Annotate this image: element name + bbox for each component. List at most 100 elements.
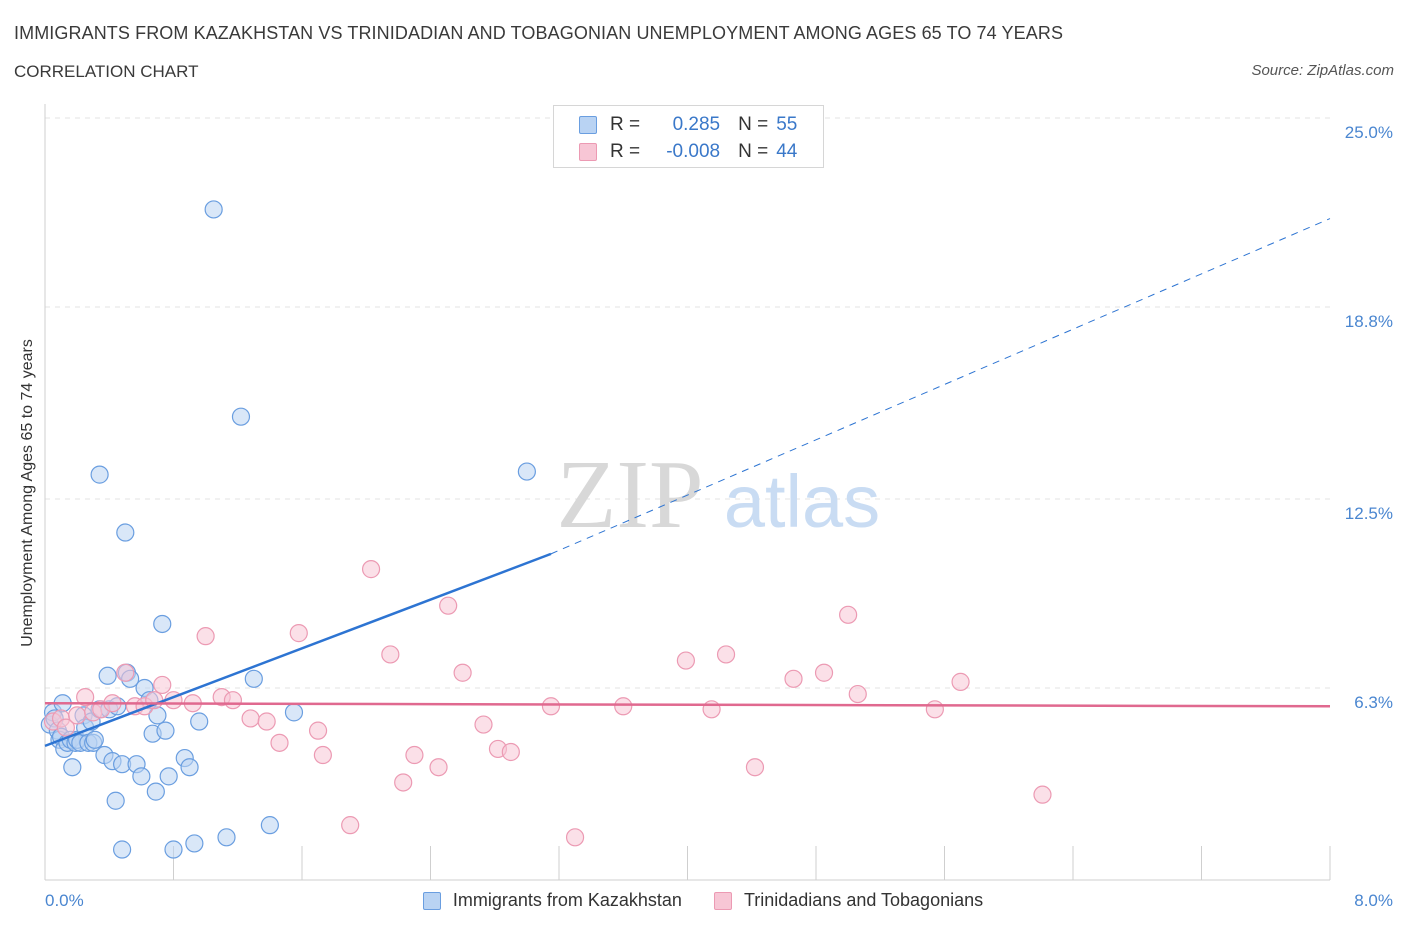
point-trinidad [453, 663, 472, 682]
legend-swatch-trinidad [713, 891, 732, 910]
point-kazakhstan [190, 712, 209, 731]
gridlines [45, 117, 1330, 689]
point-trinidad [501, 742, 520, 762]
legend-item-trinidad[interactable]: Trinidadians and Tobagonians [713, 890, 984, 911]
point-kazakhstan [231, 407, 251, 426]
trend-line-trinidad [44, 701, 1331, 708]
point-kazakhstan [156, 721, 175, 740]
trend-line-kazakhstan-extended [550, 218, 1331, 555]
n-label: N = [738, 114, 769, 135]
point-trinidad [361, 560, 381, 579]
series-kazakhstan-points [40, 200, 536, 859]
legend-label-trinidad: Trinidadians and Tobagonians [743, 890, 984, 910]
legend-swatch-kazakhstan [422, 891, 441, 910]
r-value: 0.285 [672, 114, 721, 135]
point-trinidad [814, 663, 834, 682]
point-trinidad [341, 816, 360, 835]
point-trinidad [676, 651, 695, 670]
point-kazakhstan [244, 669, 263, 688]
source-credit: Source: ZipAtlas.com [1251, 62, 1394, 79]
point-trinidad [405, 745, 424, 765]
point-trinidad [76, 688, 95, 707]
r-label: R = [610, 141, 641, 162]
y-tick-label: 18.8% [1344, 311, 1393, 331]
point-kazakhstan [146, 782, 165, 801]
point-kazakhstan [204, 200, 223, 219]
n-value: 44 [776, 141, 798, 162]
point-trinidad [1033, 785, 1052, 804]
point-trinidad [241, 709, 260, 728]
n-label: N = [738, 141, 769, 162]
chart-subtitle: CORRELATION CHART [14, 62, 199, 81]
point-trinidad [381, 645, 400, 664]
axes [44, 104, 1331, 881]
point-trinidad [565, 828, 585, 847]
point-trinidad [308, 721, 328, 740]
r-value: -0.008 [666, 141, 721, 162]
point-trinidad [394, 773, 413, 792]
watermark: ZIP atlas [557, 441, 881, 549]
trend-line-kazakhstan [44, 552, 552, 748]
point-kazakhstan [164, 840, 183, 859]
point-kazakhstan [63, 758, 82, 777]
point-kazakhstan [132, 767, 151, 786]
y-tick-label: 25.0% [1344, 123, 1393, 142]
chart-title: IMMIGRANTS FROM KAZAKHSTAN VS TRINIDADIA… [14, 23, 1064, 43]
point-kazakhstan [106, 791, 125, 810]
point-kazakhstan [260, 816, 279, 835]
point-kazakhstan [180, 758, 199, 777]
y-axis-label: Unemployment Among Ages 65 to 74 years [19, 339, 36, 647]
point-trinidad [839, 605, 858, 624]
point-trinidad [223, 691, 243, 710]
n-value: 55 [776, 114, 798, 135]
point-kazakhstan [185, 834, 204, 853]
point-trinidad [541, 697, 561, 716]
point-trinidad [702, 700, 721, 719]
point-trinidad [951, 672, 970, 691]
point-kazakhstan [112, 840, 132, 859]
watermark-atlas: atlas [724, 460, 880, 543]
point-kazakhstan [517, 462, 536, 481]
legend-label-kazakhstan: Immigrants from Kazakhstan [452, 890, 682, 910]
point-trinidad [196, 627, 215, 646]
point-trinidad [116, 663, 135, 682]
point-kazakhstan [90, 465, 109, 484]
series1-swatch [579, 116, 597, 134]
point-trinidad [257, 712, 276, 731]
point-trinidad [745, 758, 765, 777]
point-trinidad [56, 718, 75, 737]
point-trinidad [68, 706, 87, 725]
series2-swatch [579, 143, 597, 161]
point-trinidad [784, 669, 803, 688]
point-trinidad [474, 715, 493, 734]
point-kazakhstan [116, 523, 135, 542]
y-tick-label: 12.5% [1344, 504, 1393, 523]
point-trinidad [429, 758, 448, 777]
point-trinidad [153, 675, 172, 695]
stats-row-kazakhstan: R = 0.285 N = 55 [579, 113, 797, 137]
correlation-stats-box: R = 0.285 N = 55 R = -0.008 N = 44 [553, 105, 824, 168]
point-trinidad [439, 596, 458, 615]
point-trinidad [716, 645, 736, 664]
point-kazakhstan [159, 767, 178, 786]
point-trinidad [614, 697, 633, 716]
r-label: R = [610, 114, 641, 135]
point-kazakhstan [284, 703, 304, 722]
y-tick-label: 6.3% [1354, 692, 1393, 712]
point-trinidad [270, 733, 289, 752]
point-kazakhstan [217, 828, 236, 847]
stats-row-trinidad: R = -0.008 N = 44 [579, 140, 797, 164]
chart-legend: Immigrants from Kazakhstan Trinidadians … [0, 890, 1406, 911]
point-trinidad [925, 700, 944, 719]
point-trinidad [848, 684, 867, 704]
point-kazakhstan [98, 666, 117, 685]
point-kazakhstan [85, 730, 104, 749]
point-trinidad [289, 624, 308, 643]
watermark-zip: ZIP [557, 441, 704, 549]
x-tick-max: 8.0% [1354, 891, 1393, 910]
x-tick-min: 0.0% [45, 891, 84, 910]
trend-lines [44, 218, 1331, 748]
legend-item-kazakhstan[interactable]: Immigrants from Kazakhstan [422, 890, 682, 911]
point-trinidad [313, 745, 332, 765]
